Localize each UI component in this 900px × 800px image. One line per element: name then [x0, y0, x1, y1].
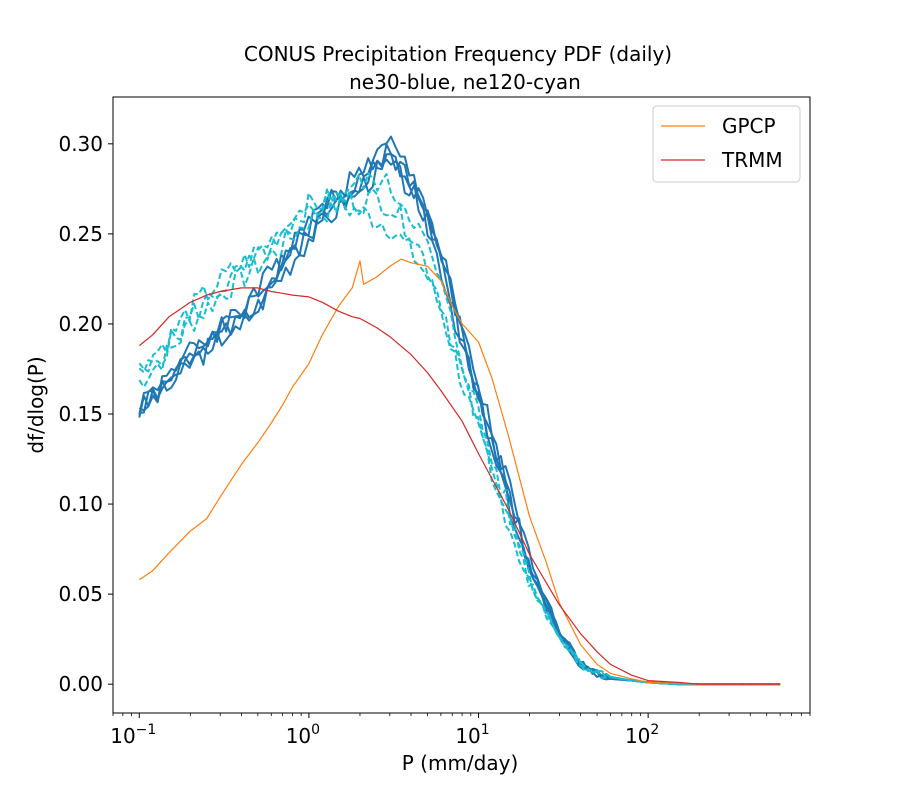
x-tick-base: 10 [286, 724, 311, 748]
y-tick-label: 0.10 [58, 492, 103, 516]
chart-title: CONUS Precipitation Frequency PDF (daily… [244, 42, 672, 66]
y-axis: 0.00 0.05 0.10 0.15 0.20 0.25 0.30 [58, 132, 113, 696]
y-tick-label: 0.00 [58, 672, 103, 696]
y-tick-label: 0.20 [58, 312, 103, 336]
x-tick-label: 100 [286, 722, 320, 748]
legend-label-trmm: TRMM [721, 148, 783, 172]
y-tick-label: 0.30 [58, 132, 103, 156]
plot-frame [112, 96, 811, 714]
x-tick-label: 102 [625, 722, 659, 748]
y-tick-label: 0.05 [58, 582, 103, 606]
x-tick-label: 101 [455, 722, 489, 748]
series-line-trmm [138, 287, 781, 685]
series-layer [138, 135, 781, 686]
legend-box [652, 105, 801, 183]
legend-label-gpcp: GPCP [722, 114, 776, 138]
chart-subtitle: ne30-blue, ne120-cyan [349, 70, 581, 94]
x-tick-label: 10−1 [110, 722, 156, 748]
y-tick-label: 0.25 [58, 222, 103, 246]
x-tick-exponent: −1 [136, 722, 157, 738]
y-axis-label: df/dlog(P) [24, 356, 48, 453]
x-tick-exponent: 0 [311, 722, 320, 738]
x-tick-exponent: 1 [481, 722, 490, 738]
x-axis: 10−1 100 101 102 [110, 713, 811, 748]
legend: GPCP TRMM [652, 105, 801, 183]
x-tick-base: 10 [110, 724, 135, 748]
x-tick-base: 10 [625, 724, 650, 748]
x-tick-exponent: 2 [650, 722, 659, 738]
plot-area [113, 97, 810, 713]
y-tick-label: 0.15 [58, 402, 103, 426]
series-line-gpcp [138, 258, 781, 685]
x-axis-label: P (mm/day) [402, 751, 519, 775]
series-line-ne120-3 [138, 195, 781, 686]
x-tick-base: 10 [455, 724, 480, 748]
